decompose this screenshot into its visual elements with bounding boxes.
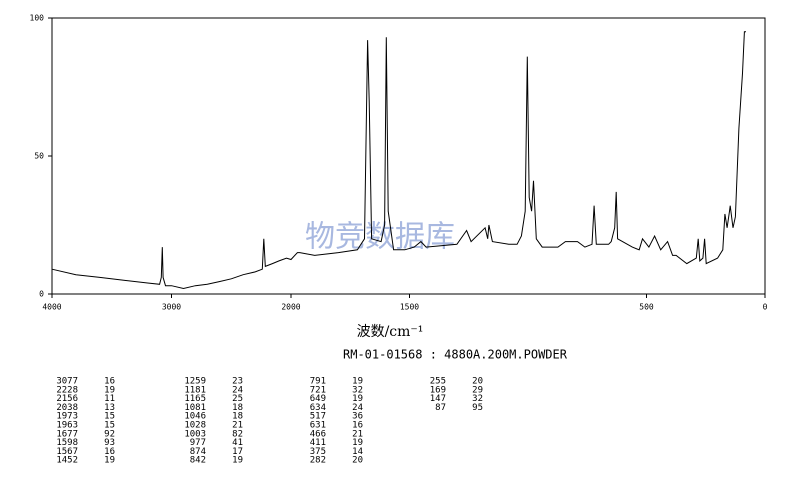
peak-intensity: 19 bbox=[104, 456, 115, 466]
peak-wavenumber: 721 bbox=[310, 385, 326, 395]
peak-wavenumber: 1165 bbox=[184, 394, 206, 404]
peak-wavenumber: 1259 bbox=[184, 377, 206, 387]
peak-wavenumber: 842 bbox=[190, 456, 206, 466]
y-tick-label: 50 bbox=[34, 152, 44, 161]
spectrum-line bbox=[51, 31, 746, 290]
subtitle: RM-01-01568 : 4880A.200M.POWDER bbox=[343, 348, 568, 362]
peak-wavenumber: 169 bbox=[430, 385, 446, 395]
peak-intensity: 32 bbox=[352, 385, 363, 395]
peak-wavenumber: 791 bbox=[310, 377, 326, 387]
peak-wavenumber: 147 bbox=[430, 394, 446, 404]
x-tick-label: 0 bbox=[763, 303, 768, 312]
peak-wavenumber: 1081 bbox=[184, 403, 206, 413]
peak-wavenumber: 375 bbox=[310, 447, 326, 457]
peak-wavenumber: 634 bbox=[310, 403, 326, 413]
peak-wavenumber: 1973 bbox=[56, 412, 78, 422]
peak-intensity: 24 bbox=[232, 385, 243, 395]
peak-wavenumber: 1598 bbox=[56, 438, 78, 448]
peak-wavenumber: 649 bbox=[310, 394, 326, 404]
peak-intensity: 19 bbox=[352, 394, 363, 404]
peak-intensity: 14 bbox=[352, 447, 363, 457]
peak-intensity: 19 bbox=[352, 377, 363, 387]
peak-intensity: 20 bbox=[352, 456, 363, 466]
peak-intensity: 21 bbox=[352, 429, 363, 439]
peak-intensity: 29 bbox=[472, 385, 483, 395]
peak-intensity: 11 bbox=[104, 394, 115, 404]
peak-wavenumber: 2228 bbox=[56, 385, 78, 395]
peak-intensity: 25 bbox=[232, 394, 243, 404]
peak-wavenumber: 255 bbox=[430, 377, 446, 387]
peak-intensity: 13 bbox=[104, 403, 115, 413]
peak-wavenumber: 1963 bbox=[56, 421, 78, 431]
peak-wavenumber: 977 bbox=[190, 438, 206, 448]
peak-intensity: 16 bbox=[352, 421, 363, 431]
peak-intensity: 95 bbox=[472, 403, 483, 413]
peak-intensity: 21 bbox=[232, 421, 243, 431]
x-tick-label: 1500 bbox=[400, 303, 419, 312]
peak-intensity: 17 bbox=[232, 447, 243, 457]
peak-wavenumber: 466 bbox=[310, 429, 326, 439]
peak-wavenumber: 2038 bbox=[56, 403, 78, 413]
peak-wavenumber: 3077 bbox=[56, 377, 78, 387]
peak-intensity: 82 bbox=[232, 429, 243, 439]
y-tick-label: 0 bbox=[39, 290, 44, 299]
peak-wavenumber: 1003 bbox=[184, 429, 206, 439]
peak-intensity: 32 bbox=[472, 394, 483, 404]
peak-intensity: 41 bbox=[232, 438, 243, 448]
peak-intensity: 18 bbox=[232, 412, 243, 422]
watermark: 物竞数据库 bbox=[305, 220, 455, 255]
x-axis-label: 波数/cm⁻¹ bbox=[357, 324, 424, 340]
peak-intensity: 36 bbox=[352, 412, 363, 422]
peak-wavenumber: 2156 bbox=[56, 394, 78, 404]
peak-wavenumber: 517 bbox=[310, 412, 326, 422]
peak-intensity: 19 bbox=[104, 385, 115, 395]
peak-intensity: 16 bbox=[104, 377, 115, 387]
x-tick-label: 4000 bbox=[42, 303, 61, 312]
peak-wavenumber: 1677 bbox=[56, 429, 78, 439]
peak-wavenumber: 411 bbox=[310, 438, 326, 448]
peak-wavenumber: 87 bbox=[435, 403, 446, 413]
peak-intensity: 20 bbox=[472, 377, 483, 387]
peak-intensity: 24 bbox=[352, 403, 363, 413]
peak-intensity: 23 bbox=[232, 377, 243, 387]
peak-intensity: 92 bbox=[104, 429, 115, 439]
peak-wavenumber: 1567 bbox=[56, 447, 78, 457]
peak-intensity: 15 bbox=[104, 412, 115, 422]
peak-wavenumber: 1452 bbox=[56, 456, 78, 466]
peak-intensity: 15 bbox=[104, 421, 115, 431]
x-tick-label: 2000 bbox=[281, 303, 300, 312]
peak-wavenumber: 874 bbox=[190, 447, 206, 457]
peak-wavenumber: 1046 bbox=[184, 412, 206, 422]
peak-wavenumber: 1028 bbox=[184, 421, 206, 431]
x-tick-label: 500 bbox=[639, 303, 654, 312]
peak-wavenumber: 631 bbox=[310, 421, 326, 431]
peak-intensity: 16 bbox=[104, 447, 115, 457]
peak-intensity: 93 bbox=[104, 438, 115, 448]
peak-wavenumber: 1181 bbox=[184, 385, 206, 395]
peak-intensity: 18 bbox=[232, 403, 243, 413]
peak-intensity: 19 bbox=[352, 438, 363, 448]
peak-wavenumber: 282 bbox=[310, 456, 326, 466]
x-tick-label: 3000 bbox=[162, 303, 181, 312]
peak-intensity: 19 bbox=[232, 456, 243, 466]
y-tick-label: 100 bbox=[30, 14, 45, 23]
